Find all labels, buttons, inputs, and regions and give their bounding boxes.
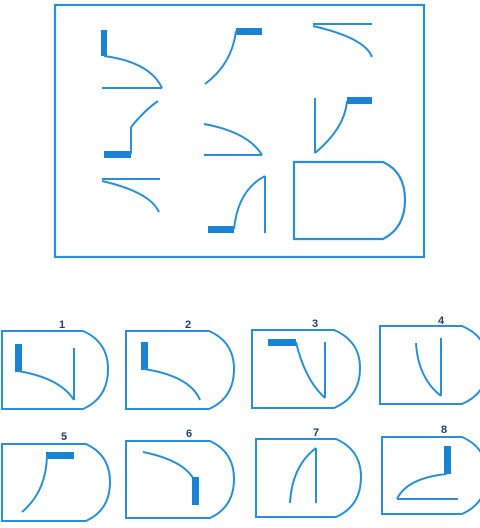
matrix-cell-r3c1 (101, 178, 160, 213)
answer-option-1[interactable]: 1 (1, 319, 110, 410)
option-frame (379, 325, 480, 405)
option-number-label: 4 (438, 315, 445, 327)
matrix-cell-r3c2 (208, 175, 266, 233)
option-number-label: 1 (59, 319, 65, 331)
matrix-cell-r2c3 (314, 97, 372, 154)
option-number-label: 5 (61, 431, 67, 443)
option-number-label: 2 (185, 319, 191, 331)
matrix-frame (53, 3, 426, 259)
option-frame (125, 330, 236, 410)
option-number-label: 3 (312, 318, 318, 330)
matrix-cell-r3c3-missing (292, 160, 407, 241)
answer-option-4[interactable]: 4 (379, 315, 480, 405)
answer-option-7[interactable]: 7 (255, 427, 363, 518)
matrix-cell-r2c1 (104, 100, 159, 158)
matrix-cell-r1c2 (204, 28, 262, 85)
answer-option-6[interactable]: 6 (125, 428, 236, 519)
option-number-label: 6 (186, 428, 192, 440)
matrix-cell-r1c1 (101, 30, 163, 89)
answer-option-5[interactable]: 5 (1, 431, 112, 522)
answer-option-3[interactable]: 3 (251, 318, 362, 409)
option-number-label: 7 (313, 427, 319, 439)
option-number-label: 8 (441, 424, 447, 436)
option-frame (125, 440, 236, 519)
option-frame (381, 436, 480, 515)
option-frame (251, 329, 362, 409)
option-frame (255, 438, 363, 518)
matrix-cell-r1c3 (312, 23, 373, 58)
matrix-cell-r2c2 (203, 123, 263, 156)
option-frame (1, 330, 110, 410)
option-frame (1, 443, 112, 522)
answer-option-2[interactable]: 2 (125, 319, 236, 410)
answer-option-8[interactable]: 8 (381, 424, 480, 515)
